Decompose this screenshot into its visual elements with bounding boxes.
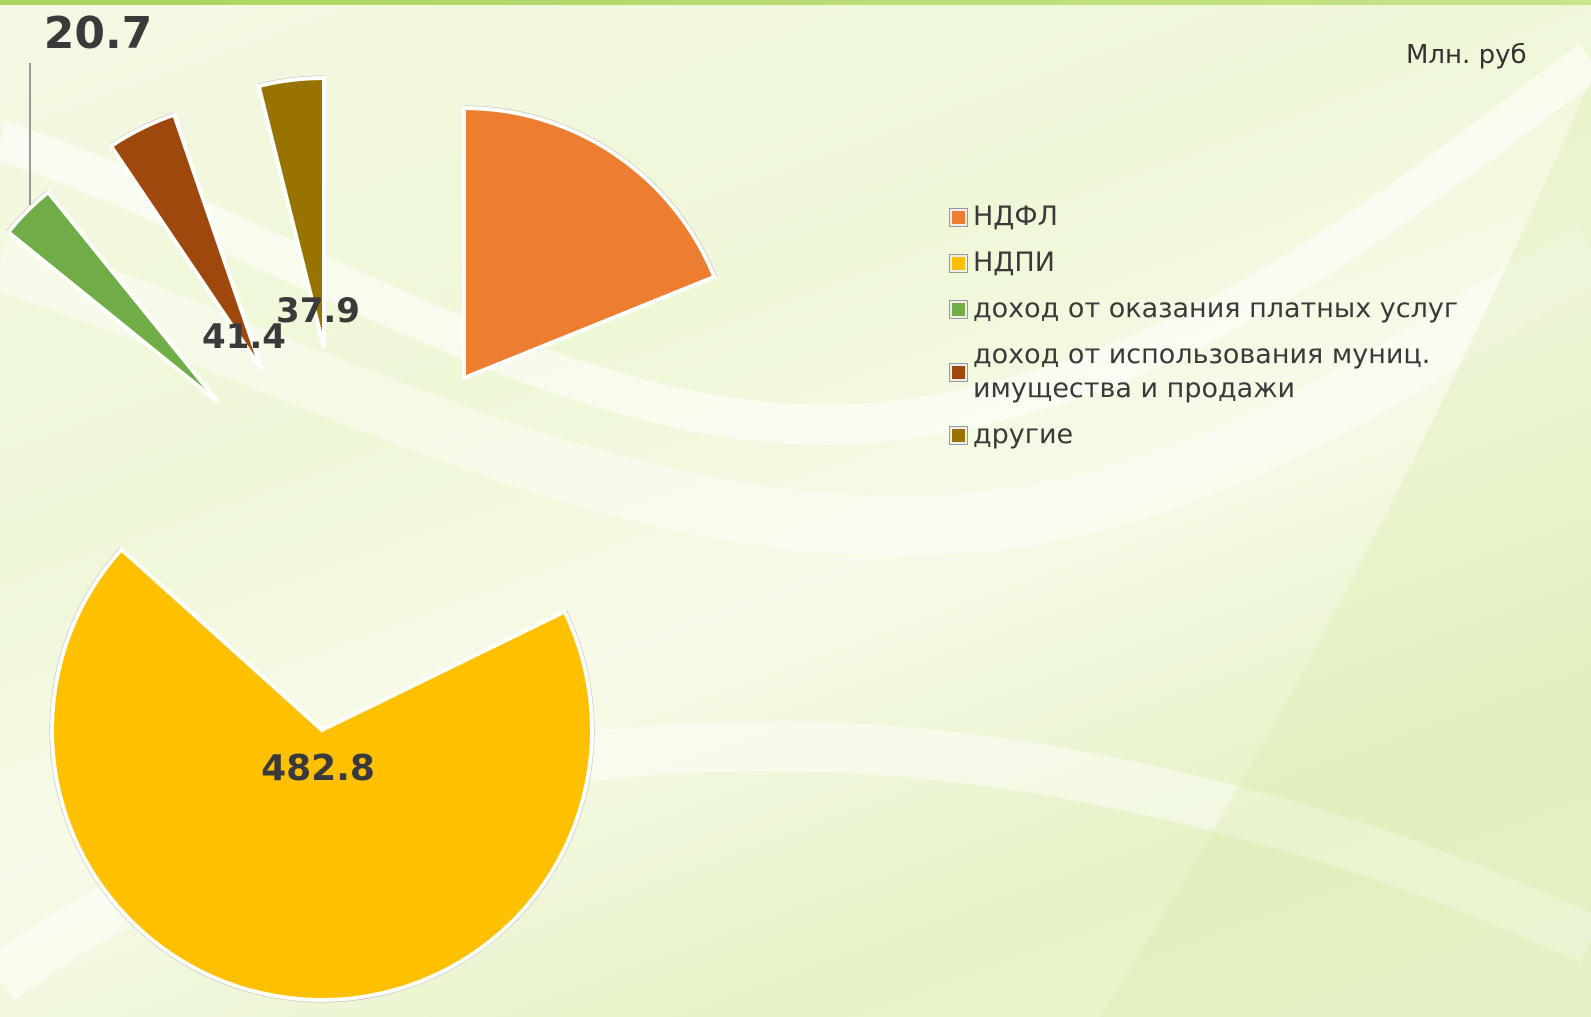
legend-label: другие bbox=[973, 419, 1074, 450]
legend-swatch bbox=[950, 363, 967, 381]
legend-item-ndpi: НДПИ bbox=[950, 246, 1550, 280]
data-label: 20.7 bbox=[44, 8, 153, 59]
slice-ndpi bbox=[50, 546, 594, 1002]
slice-other bbox=[256, 75, 326, 349]
slice-paid-services bbox=[5, 189, 220, 404]
legend-swatch bbox=[950, 208, 967, 226]
legend-swatch bbox=[950, 300, 967, 318]
legend-item-ndfl: НДФЛ bbox=[950, 200, 1550, 234]
legend-item-other: другие bbox=[950, 418, 1550, 452]
legend-label: НДФЛ bbox=[973, 201, 1058, 232]
legend-label: доход от оказания платных услуг bbox=[973, 293, 1459, 324]
legend-swatch bbox=[950, 426, 967, 444]
data-label: 482.8 bbox=[261, 748, 375, 789]
slice-municipal-property bbox=[108, 112, 264, 372]
chart-legend: НДФЛ НДПИ доход от оказания платных услу… bbox=[950, 200, 1550, 464]
data-label: 41.4 bbox=[202, 317, 286, 357]
slice-ndfl bbox=[462, 105, 717, 381]
legend-label: НДПИ bbox=[973, 247, 1055, 278]
data-label: 37.9 bbox=[276, 291, 360, 331]
top-accent-bar bbox=[0, 0, 1591, 5]
legend-label: доход от использования муниц. имущества … bbox=[973, 339, 1431, 404]
unit-label: Млн. руб bbox=[1406, 40, 1527, 70]
legend-item-municipal-property: доход от использования муниц. имущества … bbox=[950, 338, 1550, 406]
legend-item-paid-services: доход от оказания платных услуг bbox=[950, 292, 1550, 326]
legend-swatch bbox=[950, 254, 967, 272]
